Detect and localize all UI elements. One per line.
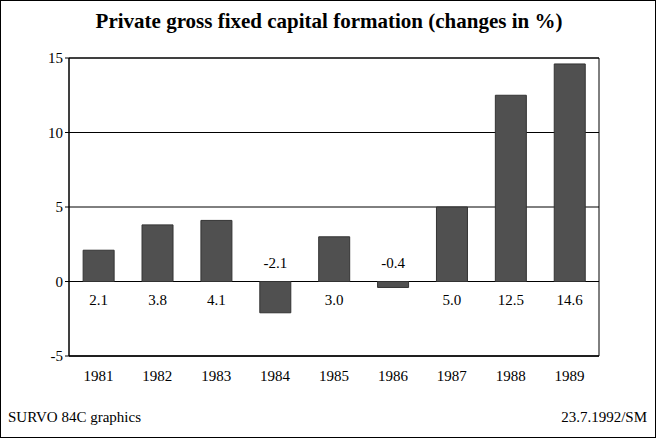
svg-text:5.0: 5.0 [443,292,462,308]
svg-text:14.6: 14.6 [557,292,584,308]
svg-text:-2.1: -2.1 [263,255,287,271]
svg-text:1986: 1986 [378,368,409,384]
svg-text:1989: 1989 [555,368,585,384]
svg-text:3.8: 3.8 [148,292,167,308]
svg-text:15: 15 [48,50,63,66]
html-text:SURVO 84C graphics: SURVO 84C graphics [8,409,141,425]
svg-text:1985: 1985 [319,368,349,384]
svg-text:12.5: 12.5 [498,292,524,308]
html-text:Private gross fixed capital fo: Private gross fixed capital formation (c… [95,9,563,33]
svg-text:1981: 1981 [83,368,113,384]
svg-text:3.0: 3.0 [325,292,344,308]
svg-text:1983: 1983 [201,368,231,384]
svg-text:10: 10 [48,125,63,141]
svg-text:1984: 1984 [260,368,291,384]
svg-text:5: 5 [56,199,64,215]
svg-text:-5: -5 [51,348,64,364]
svg-text:-0.4: -0.4 [381,255,405,271]
svg-text:1988: 1988 [496,368,526,384]
svg-text:0: 0 [56,274,64,290]
svg-text:2.1: 2.1 [89,292,108,308]
svg-text:4.1: 4.1 [207,292,226,308]
html-text:23.7.1992/SM: 23.7.1992/SM [561,409,647,425]
svg-text:1982: 1982 [142,368,172,384]
svg-text:1987: 1987 [437,368,468,384]
